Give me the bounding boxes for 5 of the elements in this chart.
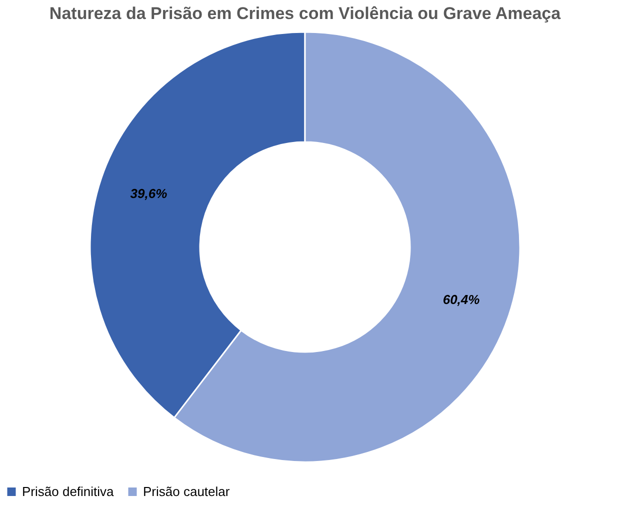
legend-label: Prisão cautelar	[143, 484, 230, 499]
chart-title: Natureza da Prisão em Crimes com Violência ou Grave Ameaça	[49, 4, 562, 23]
data-label: 39,6%	[130, 186, 168, 202]
legend-label: Prisão definitiva	[22, 484, 115, 499]
data-label: 60,4%	[442, 292, 480, 307]
